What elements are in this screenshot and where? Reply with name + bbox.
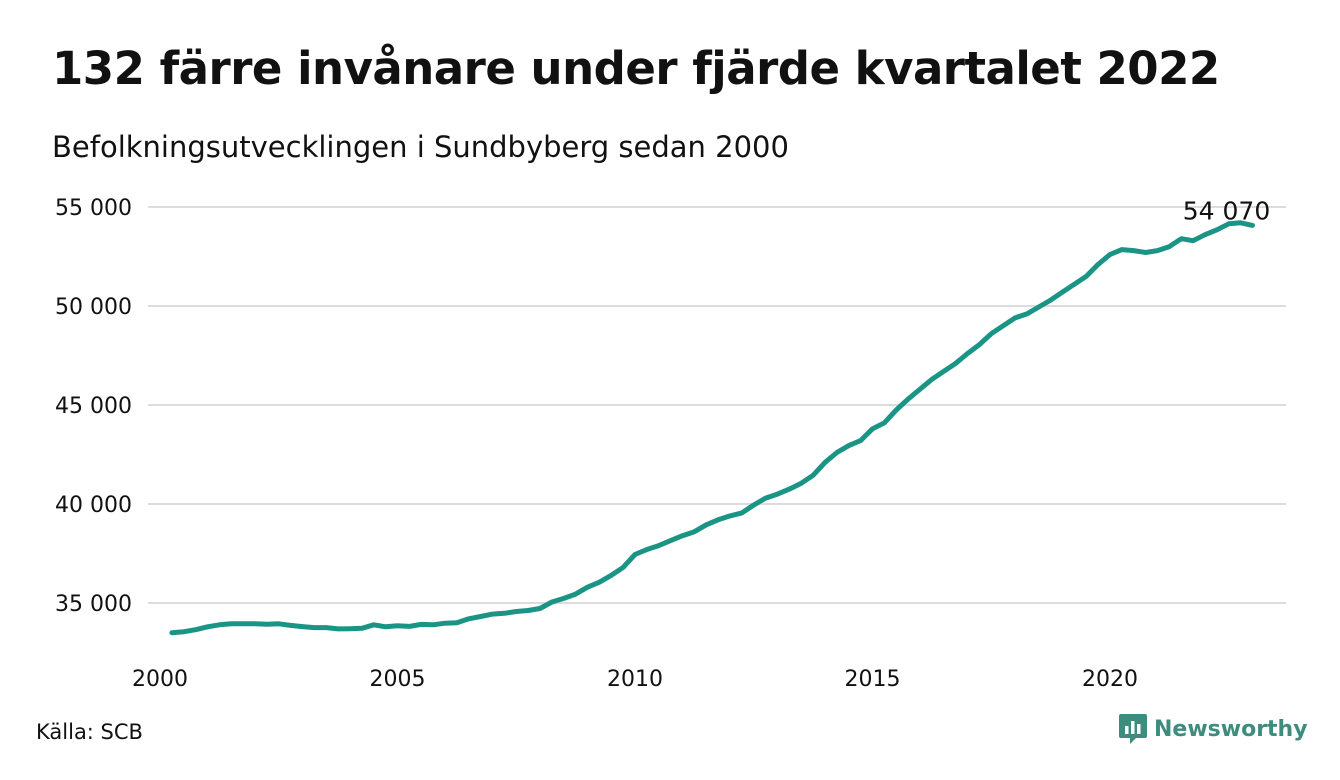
y-tick-label: 50 000: [55, 295, 132, 320]
brand-logo: Newsworthy: [1118, 712, 1308, 746]
population-line: [169, 220, 1255, 636]
chart-title: 132 färre invånare under fjärde kvartale…: [52, 42, 1220, 95]
source-note: Källa: SCB: [36, 720, 143, 744]
x-tick-label: 2010: [607, 667, 663, 692]
y-axis-ticks: 35 000 40 000 45 000 50 000 55 000: [55, 196, 132, 617]
end-value-label: 54 070: [1183, 196, 1270, 225]
x-tick-label: 2020: [1082, 667, 1138, 692]
y-tick-label: 45 000: [55, 394, 132, 419]
chart-subtitle: Befolkningsutvecklingen i Sundbyberg sed…: [52, 130, 789, 164]
gridlines: [148, 206, 1286, 604]
y-tick-label: 40 000: [55, 493, 132, 518]
newsworthy-logo-icon: [1119, 714, 1147, 744]
y-tick-label: 55 000: [55, 196, 132, 221]
x-tick-label: 2005: [370, 667, 426, 692]
y-tick-label: 35 000: [55, 592, 132, 617]
brand-name: Newsworthy: [1154, 716, 1308, 742]
x-tick-label: 2015: [845, 667, 901, 692]
x-tick-label: 2000: [132, 667, 188, 692]
x-axis-ticks: 2000 2005 2010 2015 2020: [132, 667, 1138, 692]
